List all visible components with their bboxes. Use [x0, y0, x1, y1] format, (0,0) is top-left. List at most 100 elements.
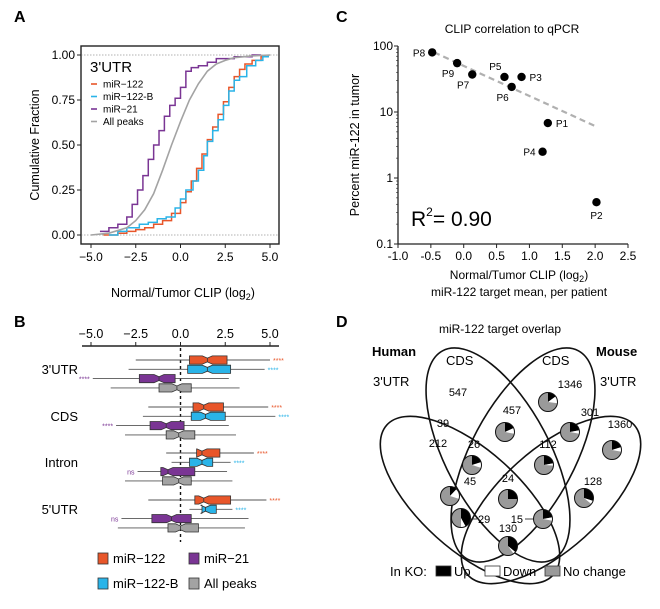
box-body	[187, 364, 232, 374]
point-marker	[452, 58, 462, 68]
venn-region-128: 128	[574, 476, 602, 508]
pie-slice-down	[548, 396, 558, 404]
venn-region-301: 301	[560, 407, 599, 442]
venn-ellipses	[379, 347, 642, 585]
box-mir-122-b: ****	[142, 411, 290, 421]
cdf-line-mir-21	[99, 54, 262, 233]
point-label: P1	[556, 119, 569, 130]
set-label-mouse-3utr: 3'UTR	[600, 374, 636, 389]
legend: In KO: Up Down No change	[390, 564, 626, 579]
region-count: 547	[449, 387, 467, 399]
box-body	[192, 402, 224, 412]
venn-region-1346: 1346	[538, 379, 582, 412]
significance-label: ****	[278, 414, 289, 421]
r-squared-annotation: R2= 0.90	[411, 205, 492, 231]
legend-label-mir-21: miR−21	[204, 551, 249, 566]
box-body	[189, 355, 228, 365]
panel-a-cdf-plot: −5.0 −2.5 0.0 2.5 5.0 0.00 0.25 0.50 0.75 1.00 3…	[28, 45, 280, 302]
x-tick-label: −5.0	[79, 327, 104, 341]
pie-slice-up	[570, 422, 580, 432]
pie-outline	[574, 488, 594, 508]
box-mir-122: ****	[148, 495, 281, 505]
x-tick-label: 5.0	[261, 327, 278, 341]
region-count: 45	[464, 476, 476, 488]
x-tick-label: -1.0	[388, 249, 409, 263]
y-tick-label: 0.1	[376, 237, 393, 251]
pie-slice-up	[505, 422, 514, 432]
panel-b-boxplot: −5.0 −2.5 0.0 2.5 5.0 3'UTR************CDS**…	[42, 327, 290, 591]
box-mir-122-b: ****	[189, 504, 247, 514]
legend-label-no-change: No change	[563, 564, 626, 579]
point-marker	[517, 72, 526, 82]
x-axis-label-main: Normal/Tumor CLIP (log	[450, 268, 579, 282]
venn-region-24: 24	[498, 473, 518, 509]
pie-outline	[498, 489, 518, 509]
significance-label: ****	[234, 460, 245, 467]
legend-label-mir-21: miR−21	[103, 105, 138, 116]
box-group-3-utr: 3'UTR************	[42, 355, 284, 393]
region-count: 212	[429, 438, 447, 450]
pie-slice-up	[508, 489, 518, 499]
box-mir-122-b: ****	[128, 364, 279, 374]
pie-slice-down	[543, 517, 553, 521]
y-tick-label: 1	[386, 171, 393, 185]
pie-slice-down	[450, 489, 460, 499]
box-body	[158, 383, 192, 393]
data-point-p2: P2	[590, 197, 603, 222]
significance-label: ****	[269, 498, 280, 505]
r-value: = 0.90	[433, 208, 492, 231]
panel-letter-c: C	[336, 9, 348, 26]
venn-region-39: 39	[437, 418, 449, 430]
box-body	[138, 374, 176, 384]
legend-label-all-peaks: All peaks	[103, 117, 144, 128]
category-label: 5'UTR	[42, 502, 78, 517]
point-label: P2	[590, 211, 603, 222]
box-body	[160, 467, 196, 477]
box-all-peaks	[125, 476, 233, 486]
pie-outline	[538, 392, 558, 412]
venn-region-457: 457	[495, 405, 521, 442]
region-count: 457	[503, 405, 521, 417]
x-tick-label: 0.0	[172, 327, 189, 341]
category-label: Intron	[45, 455, 78, 470]
pie-slice-up	[543, 509, 553, 519]
x-tick-label: −2.5	[123, 327, 148, 341]
pie-slice-down	[472, 462, 482, 468]
cdf-line-mir-122	[103, 55, 269, 236]
pie-slice-down	[508, 546, 516, 554]
cdf-line-all-peaks	[90, 54, 271, 236]
point-marker	[538, 147, 547, 156]
x-tick-label: 1.0	[521, 249, 538, 263]
legend-swatch-mir-122	[97, 552, 109, 565]
x-axis-label-tail: )	[584, 268, 588, 282]
data-point-p6: P6	[496, 82, 516, 104]
venn-regions: 212 547 1346 1360 39 457 301 26 112 45 24 128 29 1513…	[429, 379, 632, 556]
point-marker	[427, 48, 437, 57]
axes: 0.1 1 10 100 -1.0 -0.5 0.0 0.5 1.0 1.5 2.0 2.5	[373, 39, 637, 263]
pie-outline	[602, 440, 622, 460]
pie-slice-up	[544, 455, 554, 465]
box-mir-122: ****	[166, 448, 268, 458]
box-body	[190, 411, 226, 421]
point-marker	[507, 82, 516, 92]
y-tick-label: 10	[380, 105, 394, 119]
region-count: 29	[478, 514, 490, 526]
point-marker	[592, 197, 601, 207]
significance-label: ****	[257, 451, 268, 458]
ellipse-mouse-cds	[450, 347, 596, 563]
box-body	[200, 504, 217, 514]
box-mir-21: ****	[79, 374, 229, 384]
pie-chart	[498, 489, 518, 509]
box-body	[196, 448, 221, 458]
panel-letter-d: D	[336, 314, 348, 331]
panel-d-venn: miR-122 target overlap Human Mouse 3'UTR…	[372, 322, 642, 585]
data-point-p7: P7	[457, 70, 477, 91]
legend-label-up: Up	[454, 564, 471, 579]
x-tick-label: 2.0	[587, 249, 604, 263]
pie-chart	[462, 455, 482, 475]
point-marker	[468, 70, 477, 79]
box-body	[149, 421, 185, 431]
x-axis-label: Normal/Tumor CLIP (log2)	[450, 268, 588, 284]
